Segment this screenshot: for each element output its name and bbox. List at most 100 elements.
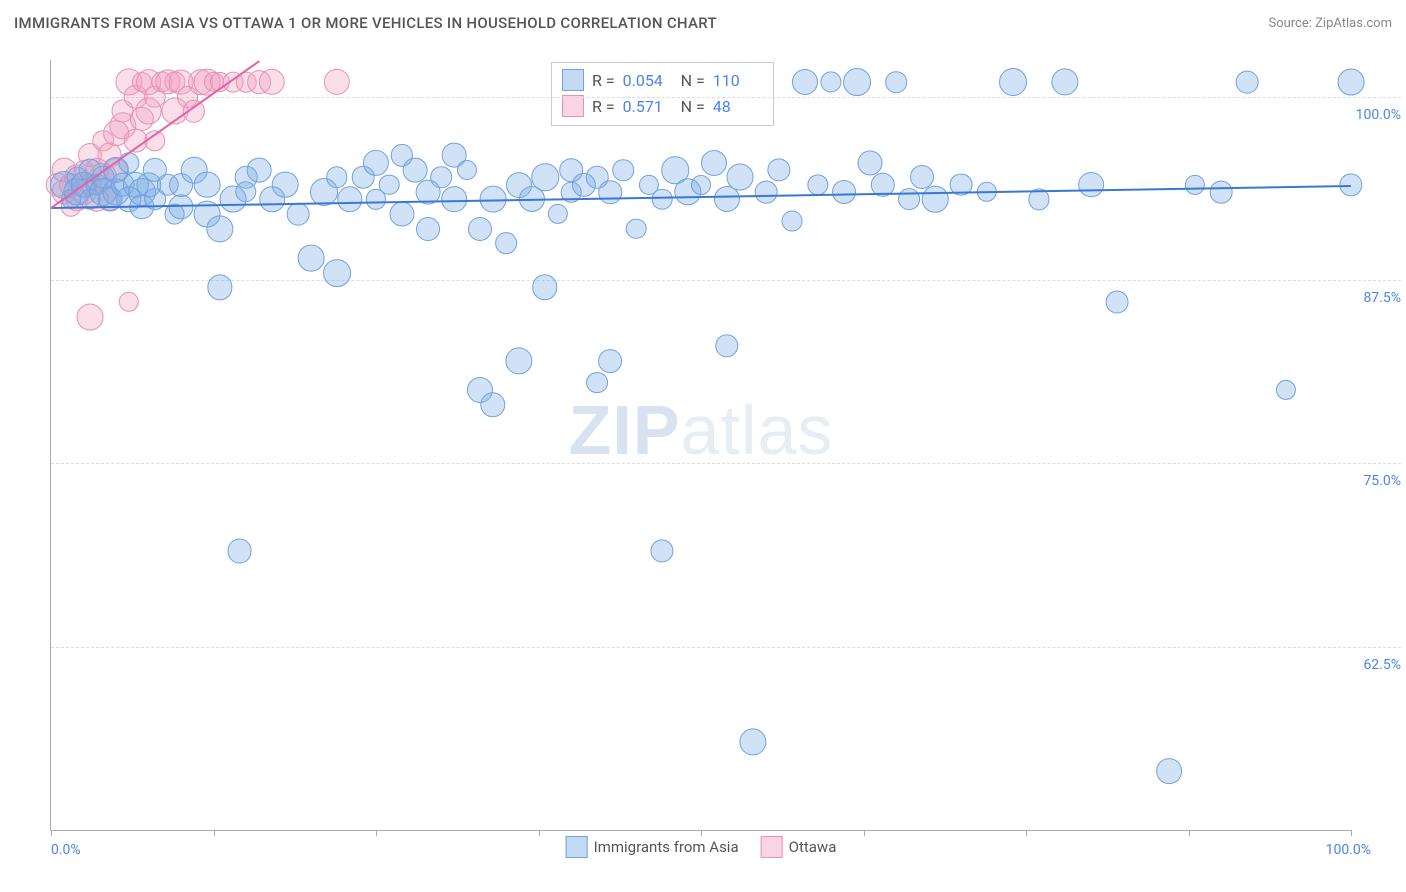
data-point [782, 211, 803, 232]
y-tick-label: 100.0% [1341, 107, 1401, 123]
data-point [1338, 69, 1365, 96]
data-point [1078, 172, 1104, 198]
data-point [586, 372, 608, 394]
data-point [495, 232, 517, 254]
data-point [820, 71, 841, 92]
x-min-label: 0.0% [51, 842, 81, 858]
legend-item-pink: Ottawa [761, 836, 837, 858]
data-point [1185, 175, 1205, 195]
data-point [324, 69, 350, 95]
y-tick-label: 75.0% [1341, 473, 1401, 489]
x-tick [1351, 830, 1352, 836]
watermark: ZIPatlas [569, 390, 834, 470]
x-tick [1026, 830, 1027, 836]
data-point [403, 158, 428, 183]
legend-item-blue: Immigrants from Asia [566, 836, 739, 858]
data-point [598, 349, 622, 373]
data-point [430, 167, 452, 189]
data-point [792, 69, 818, 95]
data-point [363, 150, 389, 176]
data-point [727, 164, 754, 191]
data-point [194, 171, 221, 198]
chart-title: IMMIGRANTS FROM ASIA VS OTTAWA 1 OR MORE… [14, 14, 717, 32]
swatch-pink-icon [562, 95, 584, 117]
data-point [885, 71, 907, 93]
data-point [1276, 380, 1296, 400]
gridline [51, 97, 1401, 98]
data-point [259, 69, 285, 95]
data-point [650, 540, 673, 563]
data-point [1106, 291, 1129, 314]
data-point [532, 275, 557, 300]
data-point [858, 150, 883, 175]
x-tick [701, 830, 702, 836]
source-attribution: Source: ZipAtlas.com [1268, 16, 1392, 31]
data-point [416, 217, 440, 241]
data-point [77, 303, 104, 330]
gridline [51, 280, 1401, 281]
data-point [505, 347, 532, 374]
data-point [832, 180, 856, 204]
data-point [922, 186, 949, 213]
data-point [807, 174, 828, 195]
x-tick [864, 830, 865, 836]
data-point [767, 158, 790, 181]
swatch-blue-icon [562, 69, 584, 91]
data-point [612, 159, 634, 181]
x-tick [376, 830, 377, 836]
data-point [1236, 71, 1259, 94]
data-point [715, 334, 738, 357]
r-label: R = [592, 71, 615, 90]
n-label: N = [681, 97, 705, 116]
data-point [207, 275, 232, 300]
x-tick [214, 830, 215, 836]
data-point [457, 160, 477, 180]
x-max-label: 100.0% [1326, 842, 1371, 858]
data-point [701, 150, 727, 176]
data-point [379, 174, 400, 195]
gridline [51, 647, 1401, 648]
data-point [1210, 181, 1233, 204]
r-value: 0.054 [623, 71, 673, 90]
data-point [119, 292, 139, 312]
data-point [739, 728, 766, 755]
data-point [323, 259, 351, 287]
data-point [531, 164, 559, 192]
data-point [626, 218, 647, 239]
y-tick-label: 62.5% [1341, 657, 1401, 673]
x-tick [1189, 830, 1190, 836]
data-point [999, 68, 1027, 96]
data-point [691, 175, 711, 195]
data-point [298, 245, 325, 272]
data-point [480, 392, 505, 417]
data-point [390, 202, 415, 227]
data-point [468, 217, 492, 241]
data-point [755, 181, 778, 204]
y-tick-label: 87.5% [1341, 290, 1401, 306]
data-point [206, 215, 233, 242]
series-legend: Immigrants from Asia Ottawa [566, 836, 837, 858]
n-value: 48 [713, 97, 763, 116]
title-bar: IMMIGRANTS FROM ASIA VS OTTAWA 1 OR MORE… [14, 14, 1392, 32]
r-label: R = [592, 97, 615, 116]
swatch-blue-icon [566, 836, 588, 858]
n-label: N = [681, 71, 705, 90]
scatter-chart: ZIPatlas R = 0.054 N = 110 R = 0.571 N =… [50, 60, 1351, 831]
correlation-legend: R = 0.054 N = 110 R = 0.571 N = 48 [551, 62, 774, 126]
data-point [598, 180, 622, 204]
data-point [1156, 758, 1182, 784]
data-point [287, 203, 310, 226]
data-point [227, 539, 252, 564]
data-point [1051, 68, 1078, 95]
data-point [337, 187, 362, 212]
x-tick [539, 830, 540, 836]
data-point [326, 167, 347, 188]
data-point [272, 171, 299, 198]
data-point [652, 189, 673, 210]
legend-label: Ottawa [789, 838, 837, 856]
data-point [118, 152, 139, 173]
legend-row-blue: R = 0.054 N = 110 [562, 67, 763, 93]
data-point [247, 158, 272, 183]
n-value: 110 [713, 71, 763, 90]
gridline [51, 463, 1401, 464]
